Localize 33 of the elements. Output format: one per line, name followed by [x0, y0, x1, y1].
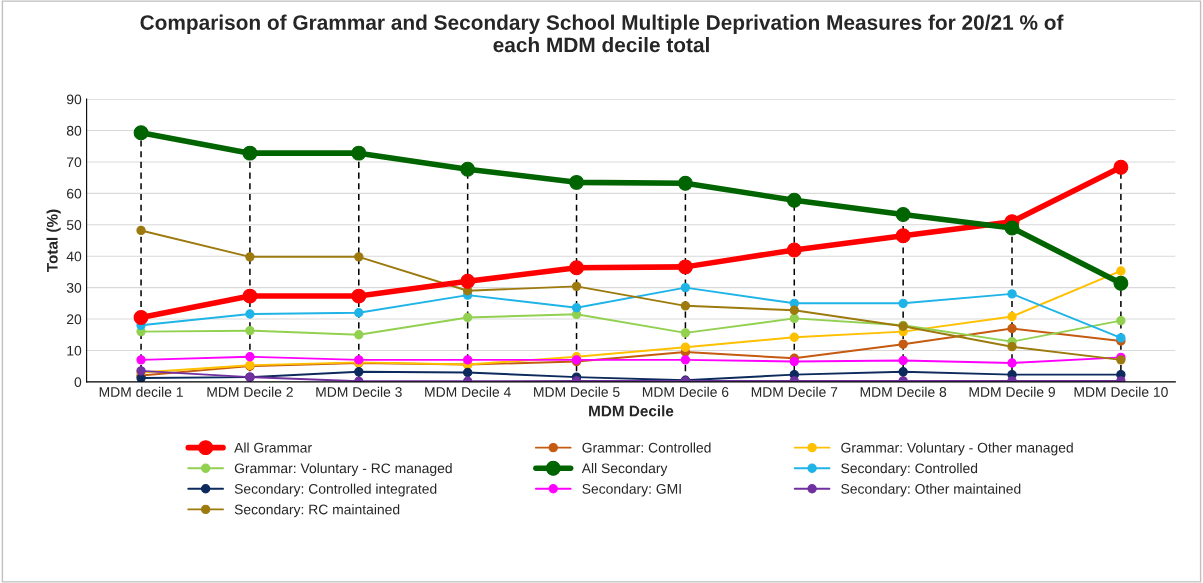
x-axis-title: MDM Decile — [589, 405, 674, 417]
y-tick-label: 80 — [66, 125, 82, 136]
x-tick-label: MDM Decile 9 — [969, 386, 1055, 397]
y-tick-label: 30 — [66, 282, 82, 293]
chart-title: Comparison of Grammar and Secondary School Multiple Deprivation Measures for 20/21 % of each MDM decile total — [140, 14, 1064, 53]
legend-label: Secondary: Controlled — [841, 463, 978, 476]
y-axis-title: Total (%) — [46, 209, 61, 272]
x-tick-label: MDM decile 1 — [99, 386, 183, 397]
x-tick-label: MDM Decile 5 — [534, 386, 620, 397]
x-tick-label: MDM Decile 4 — [425, 386, 511, 397]
x-tick-label: MDM Decile 2 — [207, 386, 293, 397]
y-tick-label: 20 — [67, 314, 82, 325]
x-tick-label: MDM Decile 8 — [860, 386, 947, 397]
x-tick-label: MDM Decile 7 — [751, 386, 838, 397]
y-tick-label: 50 — [66, 220, 82, 230]
y-tick-label: 70 — [67, 157, 82, 168]
x-tick-label: MDM Decile 3 — [316, 386, 402, 397]
y-tick-label: 40 — [66, 251, 82, 262]
legend-label: Secondary: Other maintained — [841, 483, 1021, 497]
legend-label: Grammar: Controlled — [582, 442, 711, 453]
legend-label: Secondary: Controlled integrated — [234, 483, 437, 497]
y-tick-label: 90 — [66, 94, 82, 105]
legend-label: Secondary: RC maintained — [234, 504, 400, 518]
legend-label: Grammar: Voluntary - RC managed — [234, 463, 452, 476]
x-tick-label: MDM Decile 10 — [1074, 386, 1168, 397]
y-tick-label: 0 — [74, 377, 82, 388]
y-tick-label: 10 — [67, 345, 82, 356]
y-tick-label: 60 — [67, 188, 82, 199]
x-tick-label: MDM Decile 6 — [642, 386, 729, 397]
legend-label: All Grammar — [234, 442, 312, 453]
legend-label: All Secondary — [581, 463, 668, 476]
legend-label: Secondary: GMI — [582, 483, 681, 497]
legend-label: Grammar: Voluntary - Other managed — [841, 442, 1073, 456]
